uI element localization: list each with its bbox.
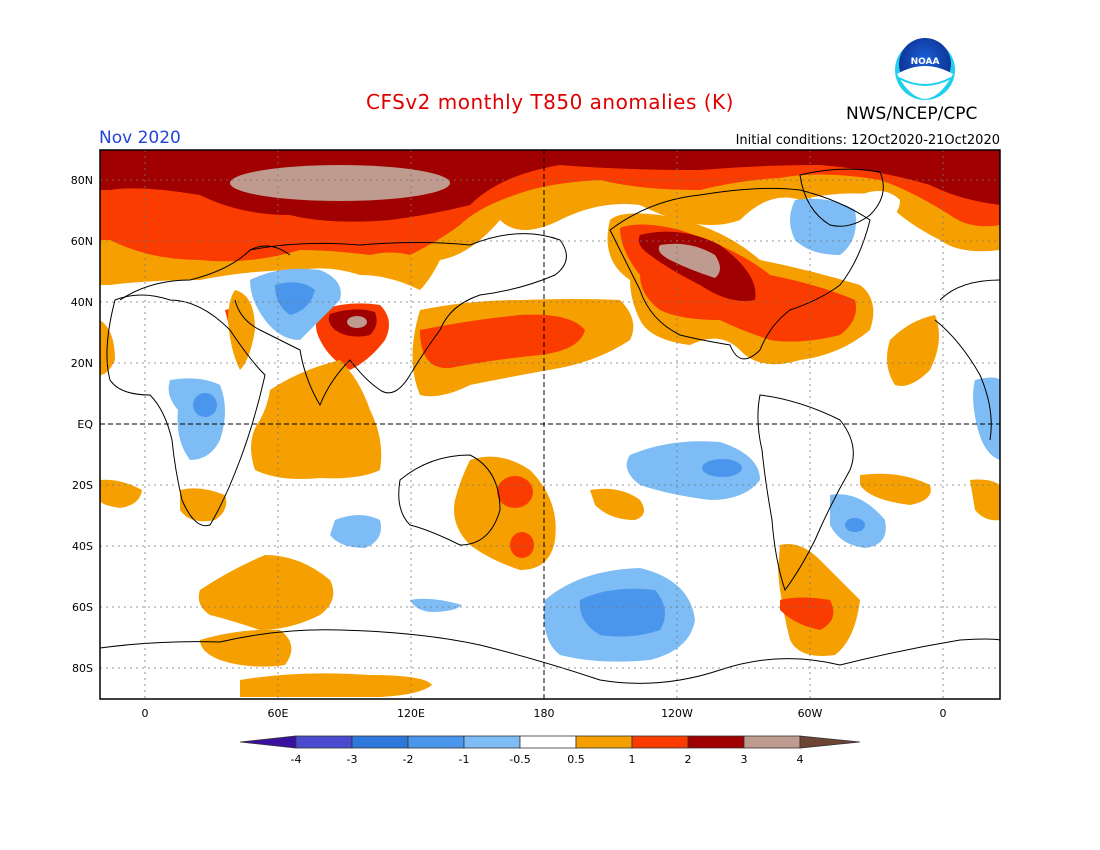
colorbar-cell-cold2 xyxy=(351,735,409,749)
colorbar-label: -2 xyxy=(403,753,414,766)
colorbar-cell-warm05 xyxy=(575,735,633,749)
lat-label: EQ xyxy=(77,418,93,431)
noaa-logo-text: NOAA xyxy=(911,57,940,67)
noaa-logo: NOAA xyxy=(895,38,955,100)
lon-label: 0 xyxy=(940,707,947,720)
lon-label: 120E xyxy=(397,707,425,720)
lat-label: 80S xyxy=(72,662,93,675)
north-america-warm-anomaly xyxy=(607,213,874,365)
colorbar-label: 4 xyxy=(797,753,804,766)
coastlines xyxy=(100,168,1000,684)
colorbar-labels: -4 -3 -2 -1 -0.5 0.5 1 2 3 4 xyxy=(291,753,804,766)
map-title: CFSv2 monthly T850 anomalies (K) xyxy=(366,90,734,114)
colorbar-label: 3 xyxy=(741,753,748,766)
colorbar-label: -4 xyxy=(291,753,302,766)
lon-label: 120W xyxy=(661,707,693,720)
lat-label: 40N xyxy=(71,296,93,309)
central-asia-cold-anomaly xyxy=(250,268,341,340)
colorbar-cell-cold3 xyxy=(295,735,353,749)
longitude-labels: 0 60E 120E 180 120W 60W 0 xyxy=(142,707,947,720)
colorbar-cell-cold4 xyxy=(239,735,297,749)
colorbar-label: -0.5 xyxy=(509,753,530,766)
org-label: NWS/NCEP/CPC xyxy=(846,104,978,124)
colorbar-label: -1 xyxy=(459,753,470,766)
map-area xyxy=(100,150,1000,699)
indian-ocean-warm-anomaly xyxy=(251,360,382,479)
initial-conditions: Initial conditions: 12Oct2020-21Oct2020 xyxy=(735,133,1000,148)
colorbar-cell-warm4 xyxy=(799,735,861,749)
colorbar-label: 1 xyxy=(629,753,636,766)
lon-label: 0 xyxy=(142,707,149,720)
colorbar xyxy=(239,735,861,749)
colorbar-cell-cold05 xyxy=(463,735,521,749)
gridlines xyxy=(100,150,1000,699)
colorbar-cell-cold1 xyxy=(407,735,465,749)
lat-label: 60S xyxy=(72,601,93,614)
lat-label: 80N xyxy=(71,174,93,187)
southern-ocean-warm-anomaly xyxy=(198,544,860,697)
lat-label: 60N xyxy=(71,235,93,248)
equator-dateline xyxy=(100,150,1000,699)
lat-label: 20S xyxy=(72,479,93,492)
latitude-labels: 80N 60N 40N 20N EQ 20S 40S 60S 80S xyxy=(71,174,94,675)
lat-label: 20N xyxy=(71,357,93,370)
lon-label: 180 xyxy=(534,707,555,720)
forecast-period: Nov 2020 xyxy=(99,128,181,148)
colorbar-label: 0.5 xyxy=(567,753,585,766)
arctic-warm-anomaly xyxy=(100,150,1000,290)
africa-cold-anomaly xyxy=(168,378,227,522)
colorbar-label: 2 xyxy=(685,753,692,766)
lon-label: 60W xyxy=(798,707,823,720)
lon-label: 60E xyxy=(268,707,289,720)
tibet-warm-anomaly xyxy=(225,303,389,370)
lat-label: 40S xyxy=(72,540,93,553)
colorbar-cell-warm3 xyxy=(743,735,801,749)
colorbar-cell-neutral xyxy=(519,735,577,749)
map-frame xyxy=(99,149,1001,700)
colorbar-label: -3 xyxy=(347,753,358,766)
colorbar-cell-warm2 xyxy=(687,735,745,749)
colorbar-cell-warm1 xyxy=(631,735,689,749)
